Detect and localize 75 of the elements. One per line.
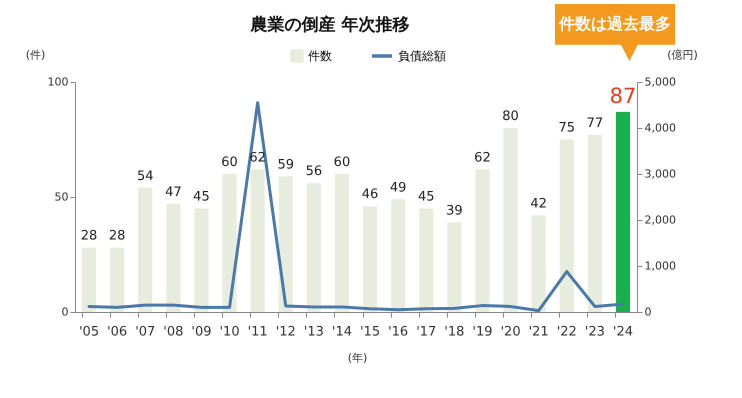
data-label: 60 (221, 155, 238, 170)
bar (560, 140, 574, 312)
bar (110, 248, 124, 312)
x-tick-label: '23 (584, 324, 605, 340)
bar (419, 208, 434, 312)
x-tick-label: '15 (360, 324, 380, 340)
y-tick-label: 50 (54, 190, 68, 204)
data-label: 28 (108, 228, 126, 244)
bar (138, 188, 152, 312)
x-tick-label: '21 (528, 324, 549, 340)
x-tick-label: '19 (472, 324, 493, 340)
x-tick-label: '22 (556, 324, 577, 340)
legend-label: 負債総額 (398, 49, 446, 63)
data-label: 77 (586, 116, 604, 131)
data-label: 60 (334, 155, 350, 170)
y2-tick-label: 4,000 (644, 122, 676, 134)
bar (250, 169, 265, 312)
data-label: 56 (306, 164, 322, 180)
data-label: 80 (502, 109, 519, 124)
x-tick-label: '06 (107, 324, 128, 340)
y2-tick-label: 0 (644, 306, 652, 318)
x-tick-label: '10 (219, 324, 240, 340)
y-tick-label: 0 (62, 306, 68, 318)
data-label: 62 (474, 150, 491, 166)
data-label: 87 (610, 84, 636, 108)
x-tick-label: '17 (416, 324, 436, 340)
x-tick-label: '18 (444, 324, 464, 340)
y2-tick-label: 2,000 (644, 214, 676, 226)
data-label: 75 (558, 120, 576, 136)
bar (222, 174, 237, 312)
y-axis-title: (件) (26, 48, 46, 62)
data-label: 42 (530, 196, 547, 212)
y2-axis-title: (億円) (667, 48, 698, 62)
x-tick-label: '11 (248, 324, 268, 340)
x-tick-label: '05 (78, 324, 100, 340)
x-tick-label: '14 (332, 324, 352, 340)
data-label: 45 (418, 190, 435, 204)
bar (363, 206, 378, 312)
bar (616, 112, 630, 312)
x-tick-label: '09 (191, 324, 212, 340)
x-tick-label: '08 (163, 324, 184, 340)
x-tick-label: '13 (304, 324, 324, 340)
x-tick-label: '16 (388, 324, 408, 340)
bar (306, 183, 321, 312)
data-label: 59 (277, 157, 294, 172)
bar (532, 215, 546, 312)
bar (391, 199, 406, 312)
chart-title: 農業の倒産 年次推移 (250, 15, 410, 35)
data-label: 47 (165, 184, 182, 200)
data-label: 46 (362, 187, 378, 202)
bar (504, 128, 518, 312)
x-tick-label: '12 (276, 324, 296, 340)
bar (194, 208, 208, 312)
x-tick-label: '20 (500, 324, 521, 340)
y2-tick-label: 1,000 (644, 260, 676, 272)
bar (475, 169, 490, 312)
text: 件数は過去最多 (558, 14, 671, 33)
x-tick-label: '07 (135, 324, 156, 340)
bar (588, 134, 602, 312)
y2-tick-label: 3,000 (644, 168, 676, 180)
data-label: 45 (193, 190, 210, 204)
data-label: 28 (80, 228, 98, 244)
y2-tick-label: 5,000 (644, 76, 676, 88)
bar (278, 176, 293, 312)
bar (447, 222, 462, 312)
y-tick-label: 100 (48, 76, 68, 88)
data-label: 39 (446, 203, 463, 218)
bar (82, 248, 96, 312)
bar (334, 174, 349, 312)
data-label: 49 (390, 180, 406, 196)
legend-label: 件数 (308, 49, 332, 63)
x-axis-title: (年) (348, 352, 368, 364)
data-label: 54 (136, 168, 154, 184)
bar (166, 204, 180, 312)
x-tick-label: '24 (612, 324, 634, 340)
